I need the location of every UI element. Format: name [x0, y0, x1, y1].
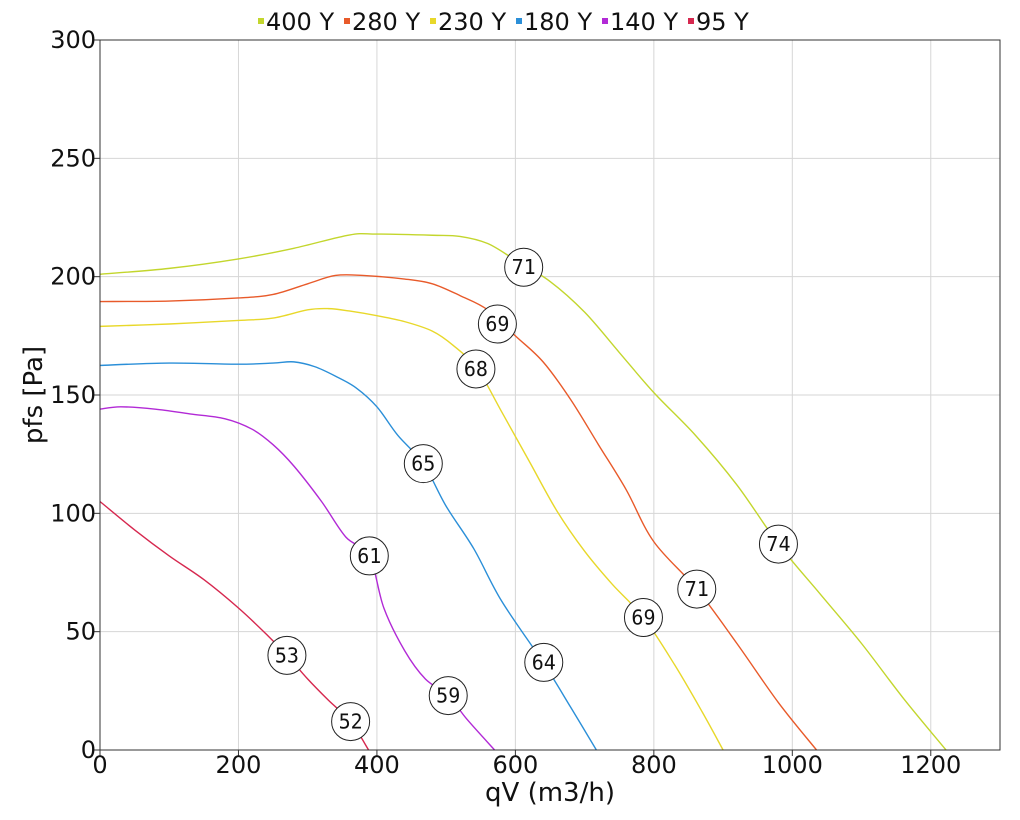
- label-value: 59: [436, 684, 460, 708]
- series-line-230-y: [99, 307, 724, 751]
- series-line-400-y: [99, 232, 947, 751]
- label-circle: [349, 536, 389, 576]
- curve-point-label: 71: [504, 247, 544, 287]
- curve-point-label: 64: [524, 642, 564, 682]
- label-value: 74: [766, 532, 790, 556]
- legend-item: 400 Y: [258, 8, 334, 36]
- legend-label: 400 Y: [266, 8, 334, 36]
- label-circle: [477, 304, 517, 344]
- label-circle: [504, 247, 544, 287]
- label-value: 71: [512, 255, 536, 279]
- y-axis-title: pfs [Pa]: [19, 346, 49, 444]
- label-circle: [623, 597, 663, 637]
- curve-point-label: 68: [456, 349, 496, 389]
- y-tick-label: 0: [81, 736, 96, 764]
- label-circle: [456, 349, 496, 389]
- legend-label: 230 Y: [438, 8, 506, 36]
- x-tick-label: 600: [492, 751, 538, 779]
- label-circle: [677, 569, 717, 609]
- legend-item: 95 Y: [688, 8, 749, 36]
- x-tick-label: 400: [354, 751, 400, 779]
- legend-item: 180 Y: [516, 8, 592, 36]
- legend-swatch: [344, 18, 350, 24]
- label-value: 68: [464, 357, 488, 381]
- y-tick-label: 100: [50, 499, 96, 527]
- label-value: 71: [685, 577, 709, 601]
- label-circle: [428, 676, 468, 716]
- series-line-180-y: [99, 361, 597, 751]
- series-line-140-y: [99, 406, 496, 751]
- axis-ticks: 0 200 400 600 800 1000 1200 0 50 100 150 200 250 300: [50, 26, 961, 779]
- x-tick-label: 800: [631, 751, 677, 779]
- label-circle: [403, 444, 443, 484]
- x-tick-label: 200: [216, 751, 262, 779]
- series-line-280-y: [99, 274, 818, 751]
- legend-label: 140 Y: [610, 8, 678, 36]
- curve-point-label: 52: [331, 702, 371, 742]
- legend-swatch: [688, 18, 694, 24]
- legend-item: 140 Y: [602, 8, 678, 36]
- y-tick-label: 150: [50, 381, 96, 409]
- performance-curves: [99, 232, 947, 751]
- label-value: 53: [275, 643, 299, 667]
- label-value: 52: [339, 710, 363, 734]
- label-circle: [267, 635, 307, 675]
- legend-label: 280 Y: [352, 8, 420, 36]
- legend-label: 95 Y: [696, 8, 749, 36]
- x-axis-title: qV (m3/h): [485, 778, 615, 808]
- label-circle: [524, 642, 564, 682]
- curve-point-label: 69: [623, 597, 663, 637]
- legend-label: 180 Y: [524, 8, 592, 36]
- y-tick-label: 250: [50, 144, 96, 172]
- legend-swatch: [258, 18, 264, 24]
- curve-point-label: 65: [403, 444, 443, 484]
- curve-point-label: 59: [428, 676, 468, 716]
- label-circle: [758, 524, 798, 564]
- label-value: 64: [532, 650, 556, 674]
- curve-point-label: 61: [349, 536, 389, 576]
- legend-item: 230 Y: [430, 8, 506, 36]
- x-tick-label: 0: [92, 751, 107, 779]
- y-tick-label: 300: [50, 26, 96, 54]
- legend-swatch: [602, 18, 608, 24]
- legend-swatch: [430, 18, 436, 24]
- y-tick-label: 200: [50, 263, 96, 291]
- label-value: 65: [411, 452, 435, 476]
- label-value: 61: [357, 544, 381, 568]
- x-tick-label: 1200: [900, 751, 961, 779]
- legend-item: 280 Y: [344, 8, 420, 36]
- grid: [99, 39, 1000, 751]
- curve-point-label: 74: [758, 524, 798, 564]
- curve-point-label: 69: [477, 304, 517, 344]
- legend: 400 Y 280 Y 230 Y 180 Y 140 Y 95 Y: [258, 8, 749, 36]
- label-value: 69: [485, 312, 509, 336]
- curve-point-labels: 71 74 69 71 68 69 65 64 61 59 53 52: [267, 247, 798, 742]
- y-tick-label: 50: [65, 618, 96, 646]
- x-tick-label: 1000: [762, 751, 823, 779]
- label-value: 69: [631, 605, 655, 629]
- series-line-95-y: [99, 500, 370, 751]
- label-circle: [331, 702, 371, 742]
- curve-point-label: 71: [677, 569, 717, 609]
- curve-point-label: 53: [267, 635, 307, 675]
- legend-swatch: [516, 18, 522, 24]
